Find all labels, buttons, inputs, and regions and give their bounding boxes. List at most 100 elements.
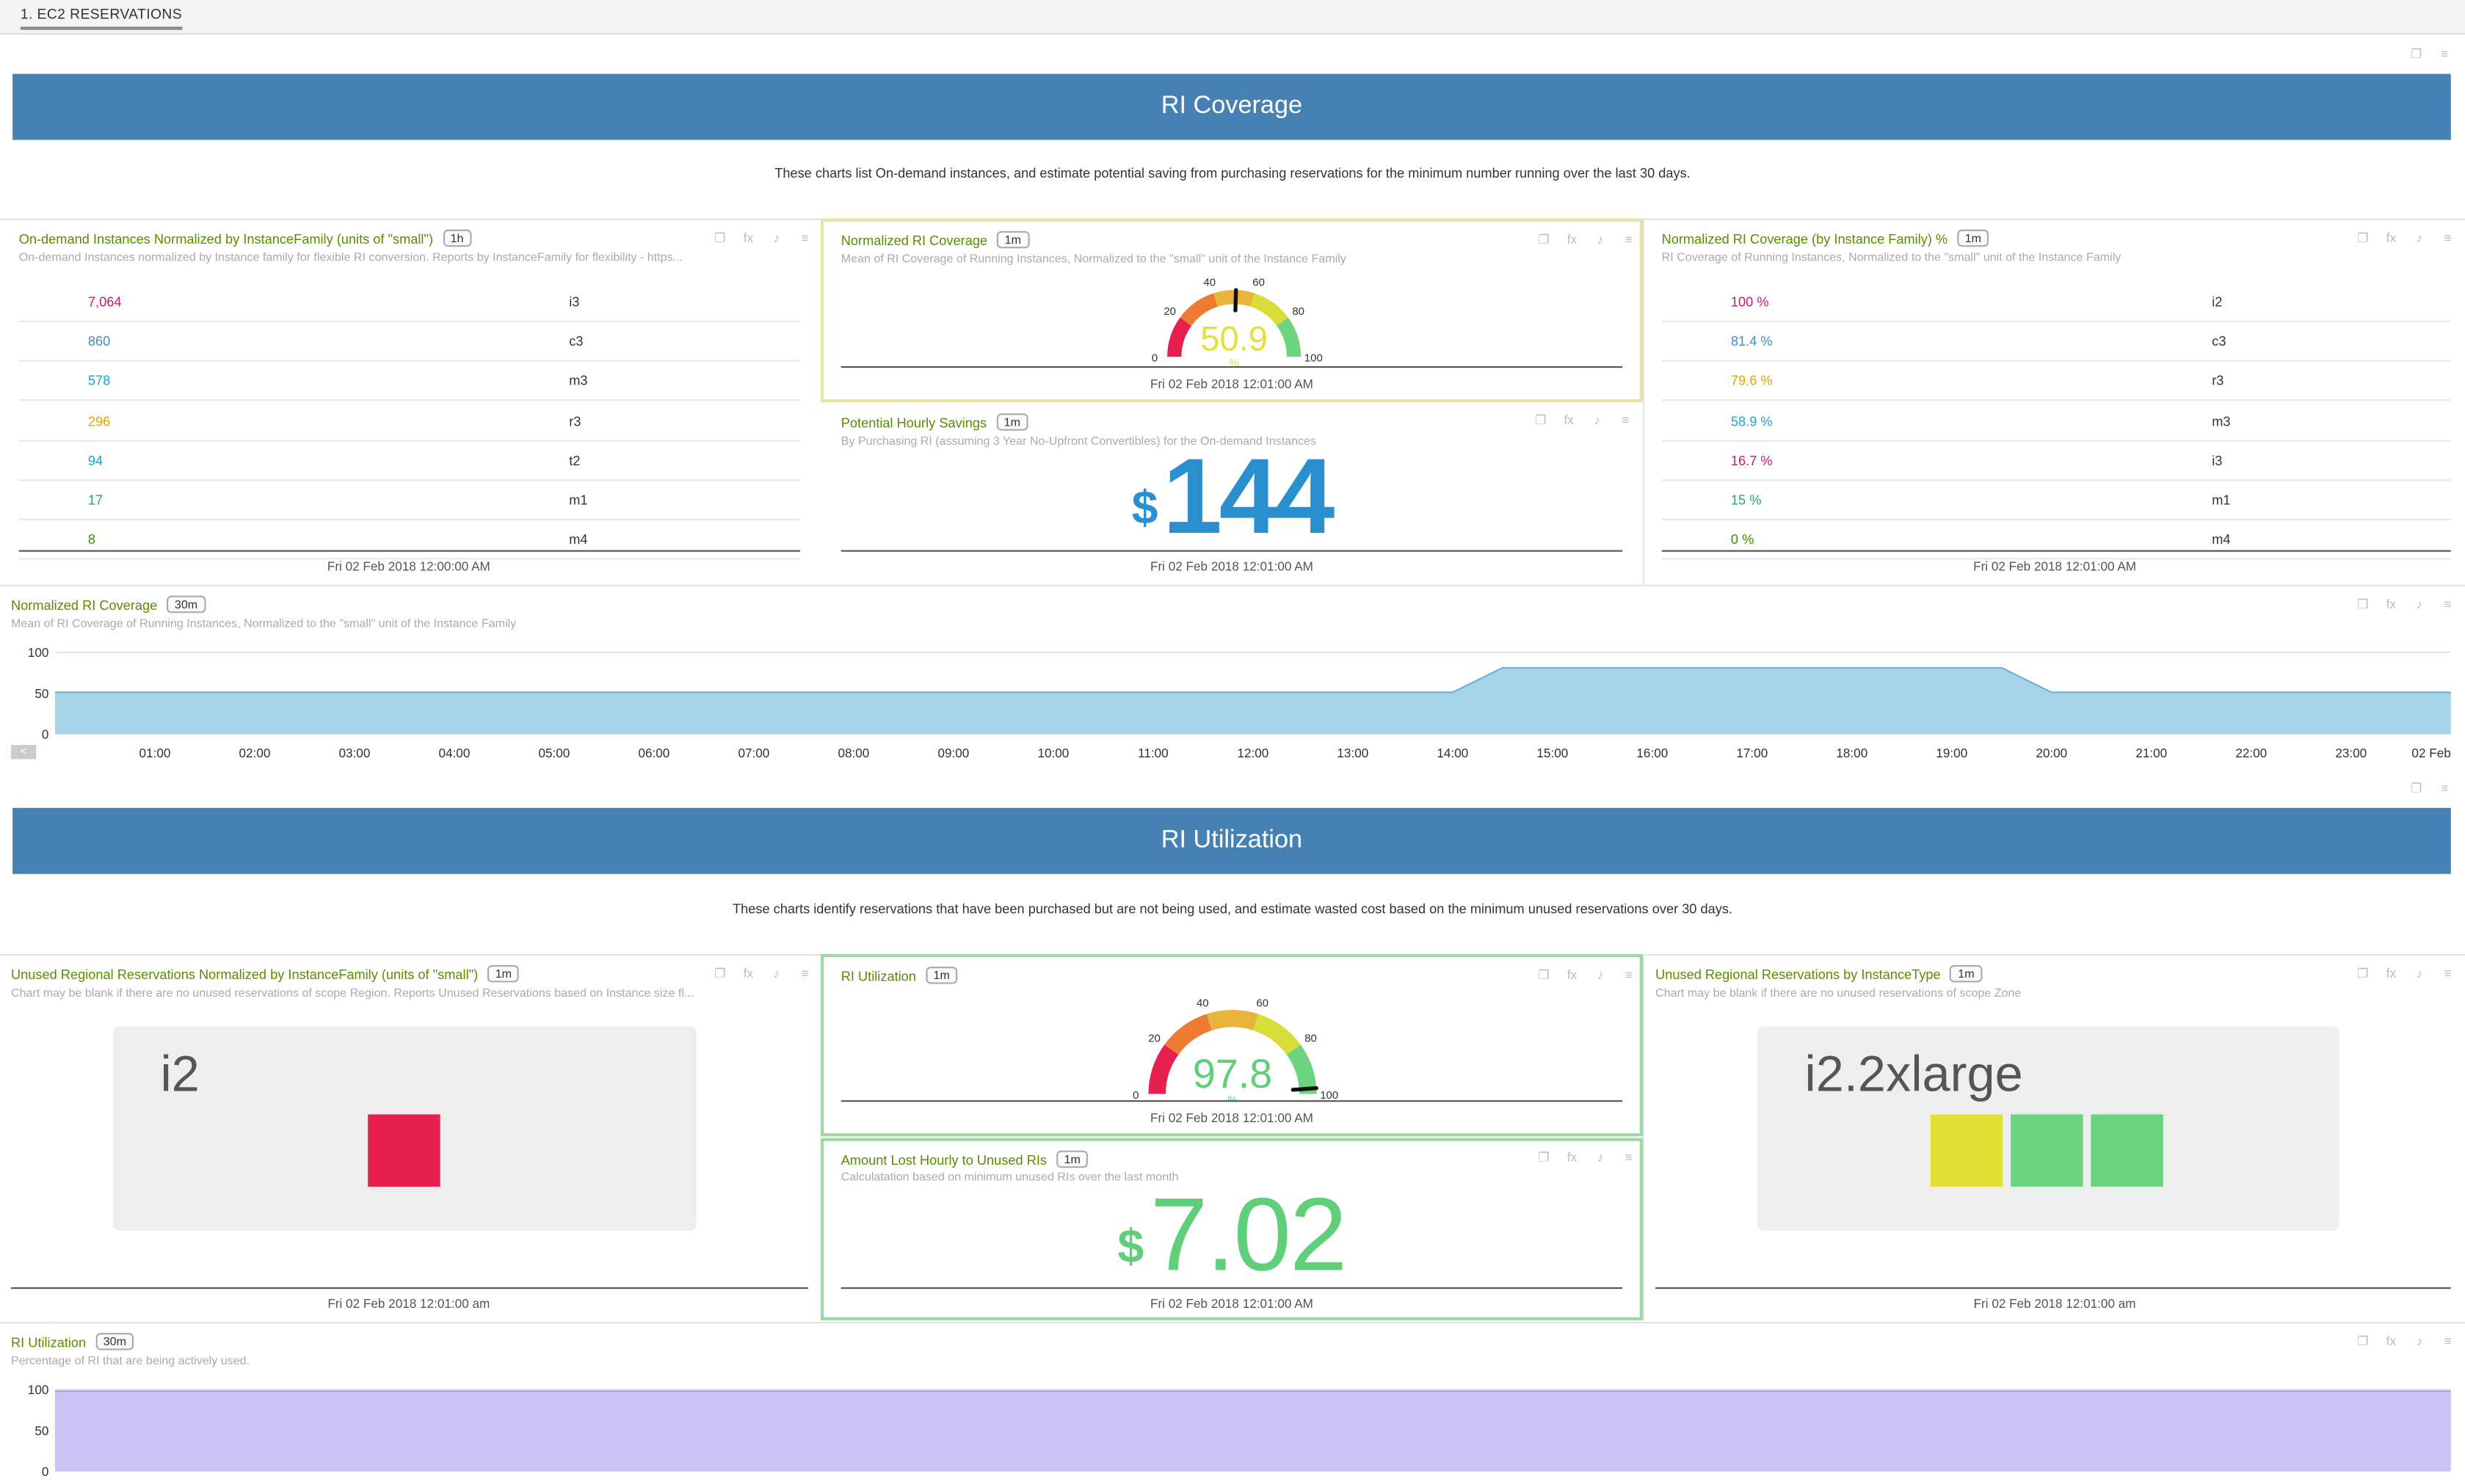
- copy-icon[interactable]: ❐: [2357, 597, 2369, 612]
- row-key: i3: [569, 294, 580, 310]
- fx-icon[interactable]: fx: [1567, 968, 1578, 983]
- fx-icon[interactable]: fx: [1567, 1150, 1578, 1165]
- menu-icon[interactable]: ≡: [1622, 413, 1630, 428]
- table-row: 94 t2: [18, 441, 801, 481]
- menu-icon[interactable]: ≡: [801, 230, 809, 246]
- bell-icon[interactable]: ♪: [773, 967, 780, 981]
- fx-icon[interactable]: fx: [2386, 967, 2397, 981]
- x-tick-label: 04:00: [438, 746, 470, 760]
- bell-icon[interactable]: ♪: [1597, 232, 1604, 247]
- interval-badge: 1m: [1950, 964, 1983, 983]
- coverage-area-chart: 100 50 0 01:00 02:00 03:00 04:00 05:00 06:00 07:0…: [28, 645, 2451, 760]
- heatmap-card: i2.2xlarge: [1757, 1026, 2339, 1231]
- menu-icon[interactable]: ≡: [801, 967, 809, 981]
- panel-tools: ❐ fx ♪ ≡: [1537, 1151, 1635, 1165]
- menu-icon[interactable]: ≡: [2444, 1334, 2452, 1349]
- bell-icon[interactable]: ♪: [1597, 1150, 1604, 1165]
- copy-icon[interactable]: ❐: [714, 967, 726, 981]
- coverage-section-description: These charts list On-demand instances, a…: [774, 164, 1691, 181]
- menu-icon[interactable]: ≡: [2444, 967, 2452, 981]
- area-series: [54, 1391, 2451, 1472]
- coverage-gauge-panel: Normalized RI Coverage 1m ❐ fx ♪ ≡ Mean of …: [820, 218, 1643, 403]
- row-value: 81.4 %: [1730, 333, 1773, 349]
- heatmap-cell[interactable]: [1930, 1114, 2003, 1187]
- menu-icon[interactable]: ≡: [1624, 232, 1633, 247]
- divider: [0, 1322, 2465, 1324]
- coverage-chart-panel: Normalized RI Coverage 30m ❐ fx ♪ ≡ Mean of…: [0, 586, 2465, 775]
- copy-icon[interactable]: ❐: [1538, 232, 1550, 247]
- fx-icon[interactable]: fx: [2386, 1334, 2397, 1349]
- tab-ec2-reservations[interactable]: 1. EC2 RESERVATIONS: [20, 7, 183, 30]
- menu-icon[interactable]: ≡: [2444, 230, 2452, 246]
- coverage-gauge: 0 20 40 60 80 100 50.9%: [1152, 277, 1323, 366]
- bell-icon[interactable]: ♪: [773, 230, 780, 246]
- row-value: 7,064: [87, 294, 122, 310]
- copy-icon[interactable]: ❐: [2357, 1334, 2369, 1349]
- table-row: 578 m3: [18, 362, 801, 401]
- y-tick-label: 0: [42, 727, 49, 742]
- chart-scroll-left-button[interactable]: <: [10, 745, 37, 760]
- gauge-unit: %: [1229, 357, 1238, 366]
- fx-icon[interactable]: fx: [1564, 413, 1574, 428]
- x-tick-label: 19:00: [1936, 746, 1967, 760]
- fx-icon[interactable]: fx: [743, 967, 754, 981]
- savings-number: 144: [1162, 437, 1335, 557]
- panel-subtitle: Mean of RI Coverage of Running Instances…: [841, 251, 1346, 266]
- x-tick-label: 20:00: [2036, 746, 2067, 760]
- row-value: 79.6 %: [1730, 373, 1773, 389]
- gauge-tick-label: 100: [1304, 352, 1323, 365]
- copy-icon[interactable]: ❐: [1538, 968, 1550, 983]
- copy-icon[interactable]: ❐: [1535, 413, 1547, 428]
- menu-icon[interactable]: ≡: [1624, 968, 1633, 983]
- panel-baseline: [1661, 550, 2451, 552]
- panel-title: RI Utilization 30m: [11, 1333, 134, 1350]
- bell-icon[interactable]: ♪: [2416, 967, 2423, 981]
- bell-icon[interactable]: ♪: [1597, 968, 1604, 983]
- x-tick-label: 18:00: [1836, 746, 1867, 760]
- fx-icon[interactable]: fx: [2386, 597, 2397, 612]
- bell-icon[interactable]: ♪: [1594, 413, 1601, 428]
- fx-icon[interactable]: fx: [743, 230, 754, 246]
- gauge-band: [1148, 1044, 1179, 1094]
- copy-icon[interactable]: ❐: [714, 230, 726, 246]
- bell-icon[interactable]: ♪: [2416, 597, 2423, 612]
- copy-icon[interactable]: ❐: [2357, 967, 2369, 981]
- x-tick-label: 09:00: [937, 746, 969, 760]
- gauge-band: [1206, 1009, 1259, 1031]
- menu-icon[interactable]: ≡: [2444, 597, 2452, 612]
- utilization-section-description: These charts identify reservations that …: [732, 901, 1733, 917]
- x-tick-label: 11:00: [1138, 746, 1169, 760]
- heatmap-cell[interactable]: [368, 1114, 440, 1187]
- panel-timestamp: Fri 02 Feb 2018 12:01:00 am: [1973, 1296, 2136, 1312]
- bell-icon[interactable]: ♪: [2416, 230, 2423, 246]
- utilization-gauge: 0 20 40 60 80 100 97.8%: [1133, 997, 1338, 1102]
- fx-icon[interactable]: fx: [1567, 232, 1578, 247]
- heatmap-cell[interactable]: [2091, 1114, 2163, 1187]
- panel-subtitle: By Purchasing RI (assuming 3 Year No-Upf…: [841, 434, 1317, 448]
- heatmap-cell[interactable]: [2011, 1114, 2083, 1187]
- heatmap-cells: [1930, 1114, 2163, 1187]
- menu-icon[interactable]: ≡: [1624, 1150, 1633, 1165]
- menu-icon[interactable]: ≡: [2441, 47, 2449, 62]
- x-tick-label: 08:00: [838, 746, 869, 760]
- row-key: r3: [2212, 373, 2224, 389]
- panel-tools: ❐ fx ♪ ≡: [1537, 233, 1635, 247]
- fx-icon[interactable]: fx: [2386, 230, 2397, 246]
- row-value: 16.7 %: [1730, 452, 1773, 468]
- family-coverage-panel: Normalized RI Coverage (by Instance Fami…: [1644, 220, 2465, 585]
- panel-baseline: [841, 1100, 1623, 1102]
- copy-icon[interactable]: ❐: [2410, 47, 2422, 62]
- gauge-tick-label: 20: [1163, 305, 1176, 318]
- copy-icon[interactable]: ❐: [2410, 781, 2422, 796]
- panel-baseline: [10, 1287, 808, 1290]
- panel-tools: ❐ fx ♪ ≡: [2356, 967, 2454, 981]
- row-key: r3: [569, 412, 581, 429]
- copy-icon[interactable]: ❐: [2357, 230, 2369, 246]
- bell-icon[interactable]: ♪: [2416, 1334, 2423, 1349]
- menu-icon[interactable]: ≡: [2441, 781, 2449, 796]
- x-tick-label: 12:00: [1237, 746, 1268, 760]
- row-value: 58.9 %: [1730, 412, 1773, 429]
- panel-title: Normalized RI Coverage 1m: [841, 230, 1029, 249]
- copy-icon[interactable]: ❐: [1538, 1150, 1550, 1165]
- row-value: 94: [87, 452, 104, 468]
